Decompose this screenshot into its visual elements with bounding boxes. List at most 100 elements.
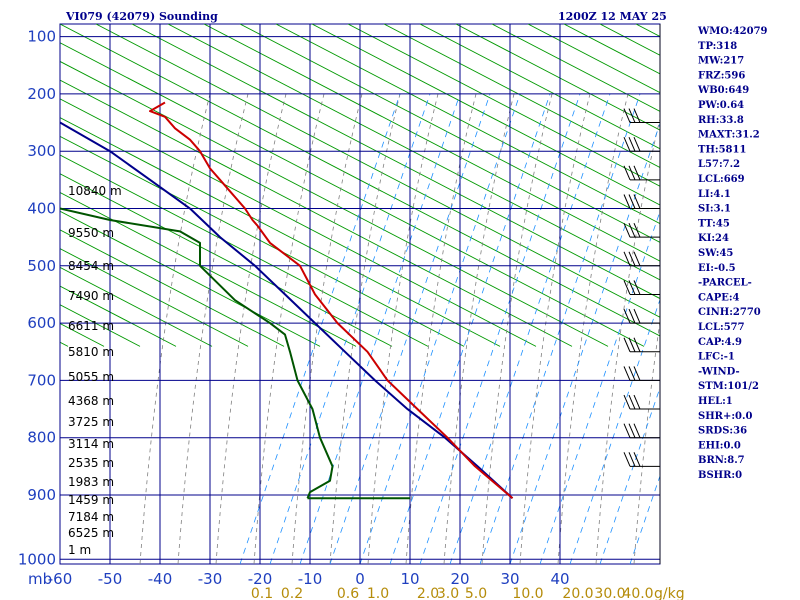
wind-barb <box>623 337 660 353</box>
index-value: CINH:2770 <box>698 307 761 318</box>
dry-adiabat <box>60 210 321 347</box>
index-value: FRZ:596 <box>698 70 745 81</box>
dry-adiabat <box>60 42 645 347</box>
dry-adiabat <box>60 229 285 347</box>
mixing-ratio-line <box>359 93 521 564</box>
barb-flag <box>623 394 631 410</box>
temperature-tick-label: -40 <box>148 570 173 588</box>
moist-adiabat <box>139 93 211 564</box>
barb-flag <box>628 394 636 410</box>
barb-flag <box>628 165 636 181</box>
temperature-tick-label: 30 <box>500 570 519 588</box>
adiabat-group <box>0 24 660 564</box>
temperature-tick-label: 20 <box>450 570 469 588</box>
grid-layer <box>0 23 661 565</box>
dry-adiabat <box>167 24 660 281</box>
dry-adiabat <box>383 24 660 169</box>
index-value: EHI:0.0 <box>698 440 741 451</box>
pressure-tick-label: 900 <box>27 486 56 504</box>
height-label: 1459 m <box>68 493 114 507</box>
moist-adiabat <box>215 93 287 564</box>
dry-adiabat <box>60 266 213 347</box>
height-label: 2535 m <box>68 456 114 470</box>
height-label: 3725 m <box>68 415 114 429</box>
index-value: BSHR:0 <box>698 470 742 481</box>
dry-adiabat <box>0 24 32 346</box>
wind-barb <box>623 366 660 381</box>
pressure-tick-label: 800 <box>27 429 56 447</box>
mixing-ratio-line <box>629 474 660 564</box>
pressure-tick-label: 600 <box>27 314 56 332</box>
barb-flag <box>623 108 631 123</box>
temperature-tick-label: 40 <box>550 570 569 588</box>
index-value: LFC:-1 <box>698 352 735 363</box>
wind-barb <box>623 280 660 295</box>
wind-barb <box>623 137 660 152</box>
index-value: WB0:649 <box>697 85 749 96</box>
mixing-ratio-line <box>599 386 660 564</box>
moist-adiabat <box>443 93 515 564</box>
dry-adiabat <box>527 24 660 94</box>
dry-adiabat <box>131 24 660 300</box>
dry-adiabat <box>60 24 660 337</box>
index-value: -WIND- <box>698 366 740 377</box>
temperature-tick-label: -30 <box>198 570 223 588</box>
parcel-trace <box>60 121 514 499</box>
temperature-tick-label: 0 <box>355 570 365 588</box>
barb-flag <box>633 108 641 123</box>
index-value: SW:45 <box>698 248 733 259</box>
wind-barb <box>623 394 660 410</box>
height-label: 4368 m <box>68 394 114 408</box>
barb-flag <box>633 222 641 238</box>
dewpoint-trace <box>60 207 334 499</box>
mixing-ratio-line <box>569 298 660 564</box>
temperature-tick-label: -60 <box>48 570 73 588</box>
barb-flag <box>623 423 631 438</box>
mixing-ratio-line <box>299 93 461 564</box>
mixing-ratio-label: 3.0 <box>437 586 459 600</box>
barb-flag <box>628 423 636 438</box>
index-value: LI:4.1 <box>698 189 731 200</box>
index-value: SHR+:0.0 <box>698 411 752 422</box>
barb-flag <box>623 251 631 266</box>
barb-flag <box>628 194 636 209</box>
profiles-layer <box>60 101 514 500</box>
pressure-tick-label: 200 <box>27 85 56 103</box>
chart-time: 1200Z 12 MAY 25 <box>558 10 667 23</box>
moist-adiabat <box>519 93 591 564</box>
barb-flag <box>633 366 641 381</box>
dry-adiabat <box>60 191 357 347</box>
pressure-unit-label: mb <box>28 570 52 588</box>
index-value: WMO:42079 <box>697 26 768 37</box>
dry-adiabat <box>455 24 660 131</box>
barb-flag <box>628 308 636 324</box>
dry-adiabat <box>60 79 573 347</box>
barb-flag <box>623 194 631 209</box>
temperature-tick-label: -10 <box>298 570 323 588</box>
wind-barb <box>623 423 660 439</box>
wind-barbs <box>623 24 661 564</box>
dry-adiabat <box>563 24 660 75</box>
barb-flag <box>623 337 631 352</box>
wind-barb <box>623 165 660 181</box>
dry-adiabat <box>60 248 249 347</box>
height-label: 7184 m <box>68 510 114 524</box>
index-value: LCL:577 <box>698 322 745 333</box>
moist-adiabat <box>633 319 660 564</box>
height-label: 6611 m <box>68 319 114 333</box>
wind-barb <box>623 194 660 209</box>
wind-barb <box>623 452 660 467</box>
wind-barb <box>623 308 660 324</box>
index-value: RH:33.8 <box>698 115 744 126</box>
barb-flag <box>623 308 631 324</box>
barb-flag <box>628 280 636 295</box>
height-label: 10840 m <box>68 184 122 198</box>
height-label: 7490 m <box>68 289 114 303</box>
mixing-ratio-line <box>419 93 581 564</box>
pressure-tick-label: 100 <box>27 28 56 46</box>
index-value: LCL:669 <box>698 174 745 185</box>
dry-adiabat <box>347 24 660 187</box>
pressure-tick-label: 300 <box>27 142 56 160</box>
dry-adiabat <box>203 24 660 262</box>
